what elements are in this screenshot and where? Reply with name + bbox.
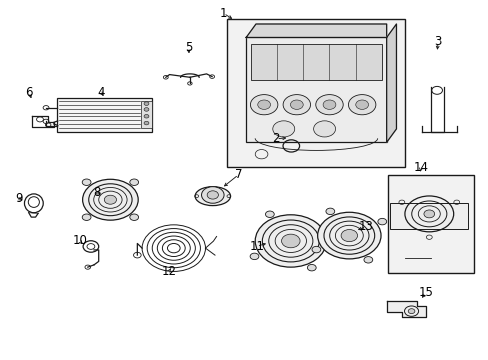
Bar — [245, 37, 386, 142]
Circle shape — [363, 257, 372, 263]
Text: 8: 8 — [93, 186, 100, 199]
Circle shape — [250, 95, 277, 115]
Circle shape — [377, 219, 386, 225]
Text: 4: 4 — [97, 86, 104, 99]
Circle shape — [355, 100, 368, 109]
Polygon shape — [386, 24, 396, 142]
Text: 1: 1 — [219, 7, 227, 20]
Circle shape — [201, 187, 224, 203]
Polygon shape — [245, 24, 386, 37]
Text: 6: 6 — [25, 86, 33, 99]
Circle shape — [207, 191, 218, 199]
Circle shape — [322, 222, 331, 229]
Text: 10: 10 — [72, 234, 87, 247]
Circle shape — [281, 234, 300, 248]
Circle shape — [407, 309, 414, 314]
Circle shape — [249, 253, 258, 260]
Bar — [250, 44, 381, 81]
Bar — [387, 175, 473, 273]
Circle shape — [290, 100, 303, 109]
Circle shape — [348, 95, 375, 115]
Circle shape — [311, 246, 320, 253]
Circle shape — [144, 121, 149, 125]
Circle shape — [257, 100, 270, 109]
Circle shape — [317, 212, 380, 259]
Circle shape — [255, 215, 326, 267]
Circle shape — [129, 179, 138, 185]
Circle shape — [144, 102, 149, 105]
Text: 12: 12 — [161, 265, 176, 278]
Text: 9: 9 — [16, 192, 23, 205]
Polygon shape — [386, 301, 426, 317]
Text: 5: 5 — [184, 41, 192, 54]
Circle shape — [82, 179, 91, 185]
Text: 15: 15 — [418, 287, 432, 300]
Circle shape — [323, 100, 335, 109]
Text: 11: 11 — [249, 240, 264, 253]
Text: 2: 2 — [272, 132, 279, 145]
Bar — [389, 203, 468, 229]
Text: 13: 13 — [358, 220, 373, 233]
Bar — [57, 98, 152, 132]
Circle shape — [82, 179, 138, 220]
Circle shape — [265, 211, 274, 217]
Circle shape — [82, 214, 91, 220]
Circle shape — [104, 195, 116, 204]
Circle shape — [325, 208, 334, 215]
Text: 3: 3 — [433, 35, 441, 49]
Circle shape — [144, 114, 149, 118]
Bar — [141, 101, 152, 128]
Circle shape — [129, 214, 138, 220]
Text: 14: 14 — [413, 161, 427, 174]
Bar — [227, 19, 405, 167]
Circle shape — [315, 95, 343, 115]
Circle shape — [144, 108, 149, 111]
Circle shape — [272, 121, 294, 137]
Circle shape — [423, 210, 434, 218]
Ellipse shape — [195, 187, 230, 206]
Circle shape — [313, 121, 335, 137]
Circle shape — [307, 265, 316, 271]
Circle shape — [341, 230, 357, 242]
Text: 7: 7 — [234, 168, 242, 181]
Circle shape — [283, 95, 310, 115]
